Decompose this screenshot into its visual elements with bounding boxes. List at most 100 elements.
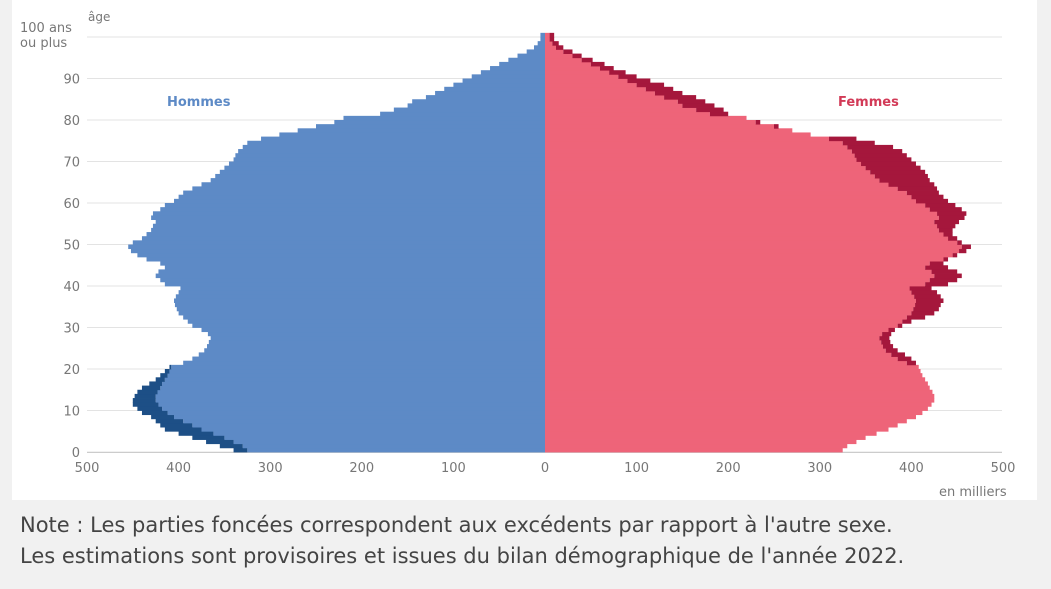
bar-men xyxy=(471,74,545,79)
bar-men xyxy=(160,385,545,391)
bar-men-excess xyxy=(134,393,156,399)
bar-women xyxy=(545,153,855,158)
bar-men xyxy=(208,339,545,345)
x-tick-label: 500 xyxy=(75,461,100,476)
x-tick-label: 400 xyxy=(899,461,924,476)
bar-men xyxy=(508,57,545,63)
bar-women-excess xyxy=(897,186,938,191)
bar-women xyxy=(545,256,944,262)
bar-women xyxy=(545,240,958,245)
bar-women xyxy=(545,169,871,175)
bar-women xyxy=(545,398,935,403)
bar-women xyxy=(545,49,564,54)
bar-women xyxy=(545,277,930,283)
bar-men xyxy=(215,173,546,179)
bar-men xyxy=(247,447,546,453)
bar-women xyxy=(545,236,949,241)
bar-men xyxy=(499,61,545,67)
bar-men-excess xyxy=(233,447,248,453)
bar-men xyxy=(540,32,545,38)
y-tick-labels: 0 10 20 30 40 50 60 70 80 90 xyxy=(63,73,80,462)
bar-women-excess xyxy=(952,252,958,258)
y-tick-label: 80 xyxy=(63,114,80,129)
bar-men xyxy=(158,269,545,274)
bar-women xyxy=(545,41,553,46)
bar-women xyxy=(545,431,877,436)
bar-women-excess xyxy=(881,339,891,345)
bar-women-excess xyxy=(934,219,960,225)
bar-women-excess xyxy=(590,61,605,67)
bar-women-excess xyxy=(897,323,903,328)
bar-men xyxy=(435,90,545,96)
bar-women xyxy=(545,223,938,229)
bar-women-excess xyxy=(755,120,761,125)
bar-women xyxy=(545,381,928,386)
bar-men xyxy=(155,393,545,399)
bar-women xyxy=(545,323,898,328)
bar-women xyxy=(545,294,915,299)
bar-women-excess xyxy=(937,211,967,216)
bar-women xyxy=(545,327,889,333)
bar-women xyxy=(545,315,907,320)
bar-men xyxy=(380,111,545,117)
bar-women-excess xyxy=(828,136,857,142)
bar-women-excess xyxy=(931,269,958,274)
bar-men xyxy=(164,265,546,270)
bar-women xyxy=(545,120,756,125)
bar-women-excess xyxy=(682,103,715,108)
bar-men xyxy=(174,414,545,420)
bar-men-excess xyxy=(137,406,163,411)
women-label: Femmes xyxy=(838,95,899,110)
bar-men xyxy=(192,356,545,362)
bar-women-excess xyxy=(856,157,912,162)
bar-men xyxy=(171,364,545,370)
bar-women-excess xyxy=(645,86,674,92)
bar-women xyxy=(545,78,628,84)
bar-women xyxy=(545,111,710,117)
bar-men-excess xyxy=(155,418,184,424)
bar-men xyxy=(242,144,545,150)
bar-women xyxy=(545,173,875,179)
bar-men xyxy=(279,132,545,137)
bar-men xyxy=(540,37,545,42)
bar-women xyxy=(545,136,829,142)
bar-men-excess xyxy=(132,398,156,403)
bar-women xyxy=(545,248,960,254)
note-line-1: Note : Les parties foncées correspondent… xyxy=(20,513,893,537)
bar-men-excess xyxy=(192,435,225,440)
bar-men-excess xyxy=(160,373,168,378)
y-tick-label: 90 xyxy=(63,73,80,88)
bar-women xyxy=(545,373,923,378)
bar-women-excess xyxy=(915,302,941,308)
bar-women xyxy=(545,194,912,200)
bar-women xyxy=(545,265,926,270)
bar-women-excess xyxy=(888,327,895,333)
bar-men xyxy=(490,66,545,71)
bar-women xyxy=(545,86,646,92)
bar-women xyxy=(545,269,932,274)
bar-men xyxy=(517,53,545,59)
bar-men xyxy=(242,443,545,449)
bar-women xyxy=(545,364,919,370)
bar-women-excess xyxy=(915,198,949,204)
bar-women-excess xyxy=(925,281,949,287)
bar-men xyxy=(526,49,545,54)
bar-women-excess xyxy=(847,144,894,150)
bar-women xyxy=(545,344,884,349)
bar-women-excess xyxy=(865,165,921,171)
bar-women xyxy=(545,447,843,453)
bar-women xyxy=(545,232,944,237)
x-tick-label: 200 xyxy=(716,461,741,476)
bar-men xyxy=(132,240,546,245)
bar-men xyxy=(174,298,545,303)
bar-men xyxy=(233,157,545,162)
bar-women xyxy=(545,435,866,440)
age-axis-title: âge xyxy=(88,10,110,24)
bar-men xyxy=(453,82,545,88)
bar-men xyxy=(201,182,545,187)
bar-men-excess xyxy=(137,389,158,395)
bar-men xyxy=(247,140,546,146)
bar-men xyxy=(130,248,545,254)
bar-women xyxy=(545,427,889,432)
bar-women xyxy=(545,53,573,59)
